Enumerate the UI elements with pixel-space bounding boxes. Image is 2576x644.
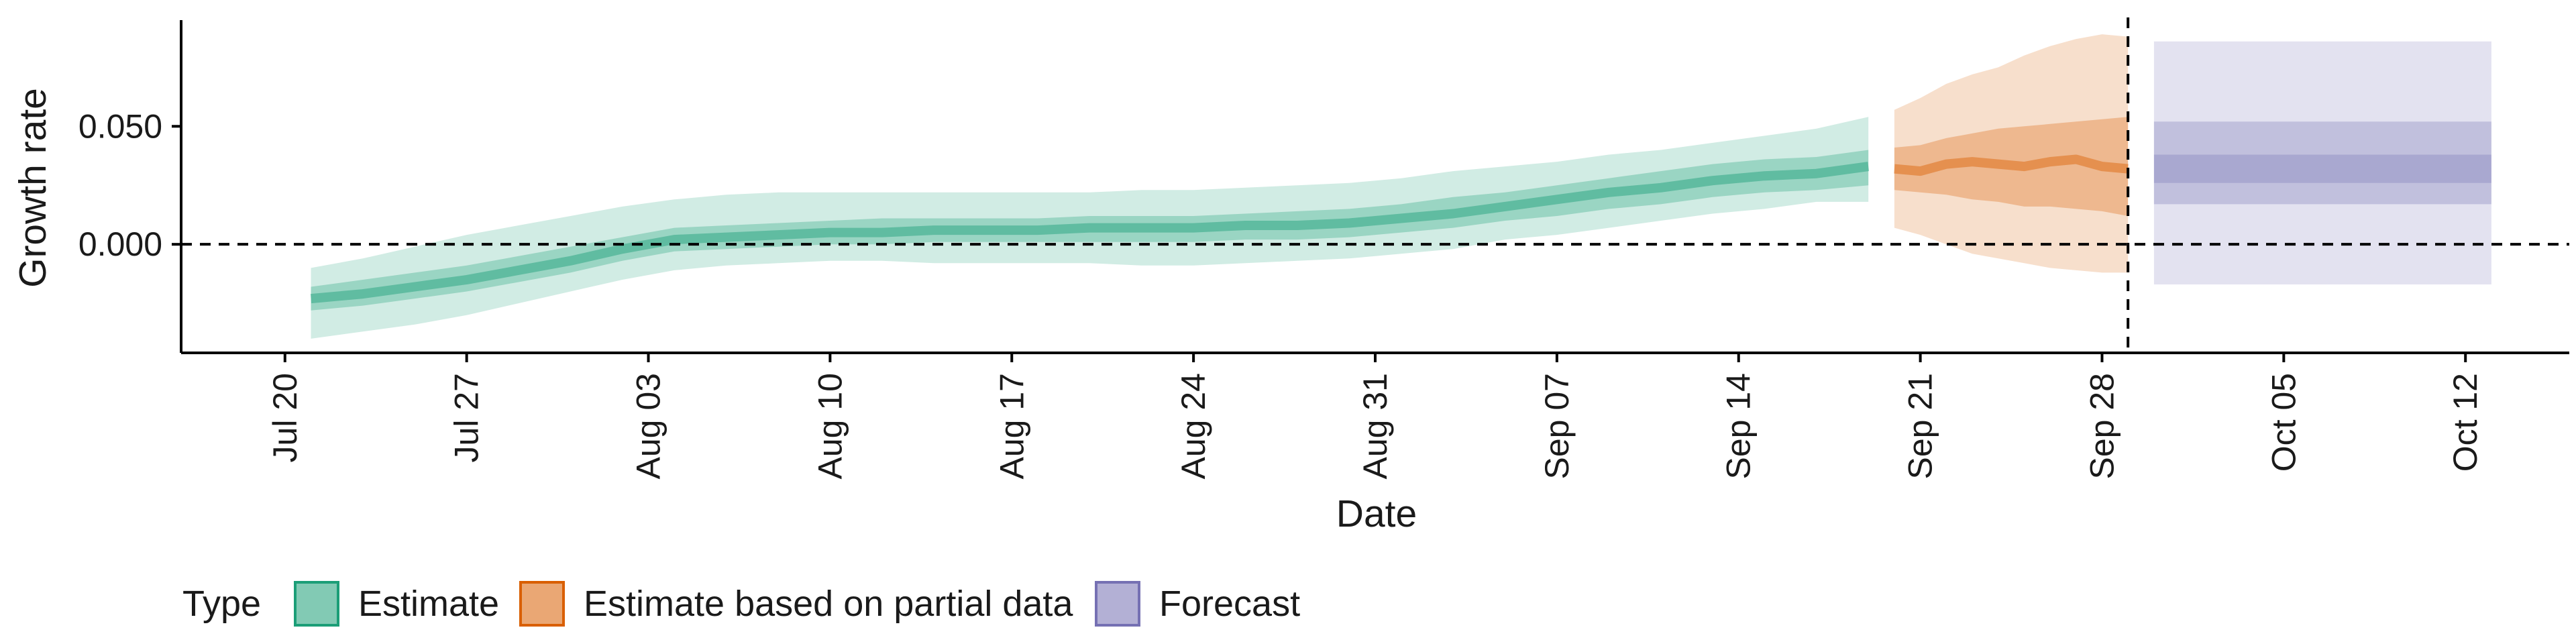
- x-tick-label: Jul 20: [266, 373, 304, 462]
- y-tick-label: 0.000: [78, 225, 162, 263]
- x-tick-label: Sep 21: [1902, 373, 1939, 479]
- legend-key-estimate: [294, 581, 339, 627]
- series-estimate: [310, 117, 1870, 339]
- plot-area: [181, 17, 2569, 353]
- x-tick-label: Jul 27: [448, 373, 486, 462]
- x-tick-label: Aug 17: [993, 373, 1030, 479]
- estimate-based-on-partial-data-band-50: [1894, 117, 2129, 216]
- series-estimate-based-on-partial-data: [1894, 34, 2129, 273]
- legend-label-forecast: Forecast: [1159, 584, 1300, 624]
- legend-key-estimate-based-on-partial-data: [519, 581, 565, 627]
- x-tick-label: Sep 28: [2084, 373, 2121, 479]
- y-tick-label: 0.050: [78, 107, 162, 145]
- x-tick-label: Aug 31: [1356, 373, 1394, 479]
- estimate-median-line: [310, 162, 1870, 304]
- legend-key-forecast: [1095, 581, 1140, 627]
- legend-label-estimate: Estimate: [358, 584, 499, 624]
- forecast-band-50: [2153, 121, 2491, 205]
- x-tick-label: Oct 05: [2265, 373, 2302, 472]
- legend-label-estimate-based-on-partial-data: Estimate based on partial data: [584, 584, 1073, 624]
- estimate-band-50: [311, 150, 1869, 311]
- legend-title: Type: [182, 584, 261, 624]
- series-forecast: [2153, 41, 2491, 284]
- x-axis-title: Date: [1336, 492, 1417, 535]
- legend: Type Estimate Estimate based on partial d…: [182, 581, 1300, 627]
- x-tick-label: Sep 07: [1538, 373, 1576, 479]
- estimate-band-90: [311, 117, 1869, 339]
- axes: Growth rate Date 0.000 0.050 Jul 20 Jul 27 A…: [11, 20, 2569, 535]
- estimate-based-on-partial-data-band-90: [1894, 34, 2129, 273]
- estimate-based-on-partial-data-median-line: [1894, 154, 2129, 176]
- x-tick-label: Aug 03: [630, 373, 667, 479]
- x-tick-label: Aug 24: [1175, 373, 1212, 479]
- forecast-band-25: [2153, 154, 2491, 183]
- x-tick-label: Oct 12: [2447, 373, 2484, 472]
- x-tick-label: Aug 10: [811, 373, 849, 479]
- y-axis-title: Growth rate: [11, 88, 54, 288]
- forecast-band-90: [2153, 41, 2491, 284]
- x-tick-label: Sep 14: [1720, 373, 1758, 479]
